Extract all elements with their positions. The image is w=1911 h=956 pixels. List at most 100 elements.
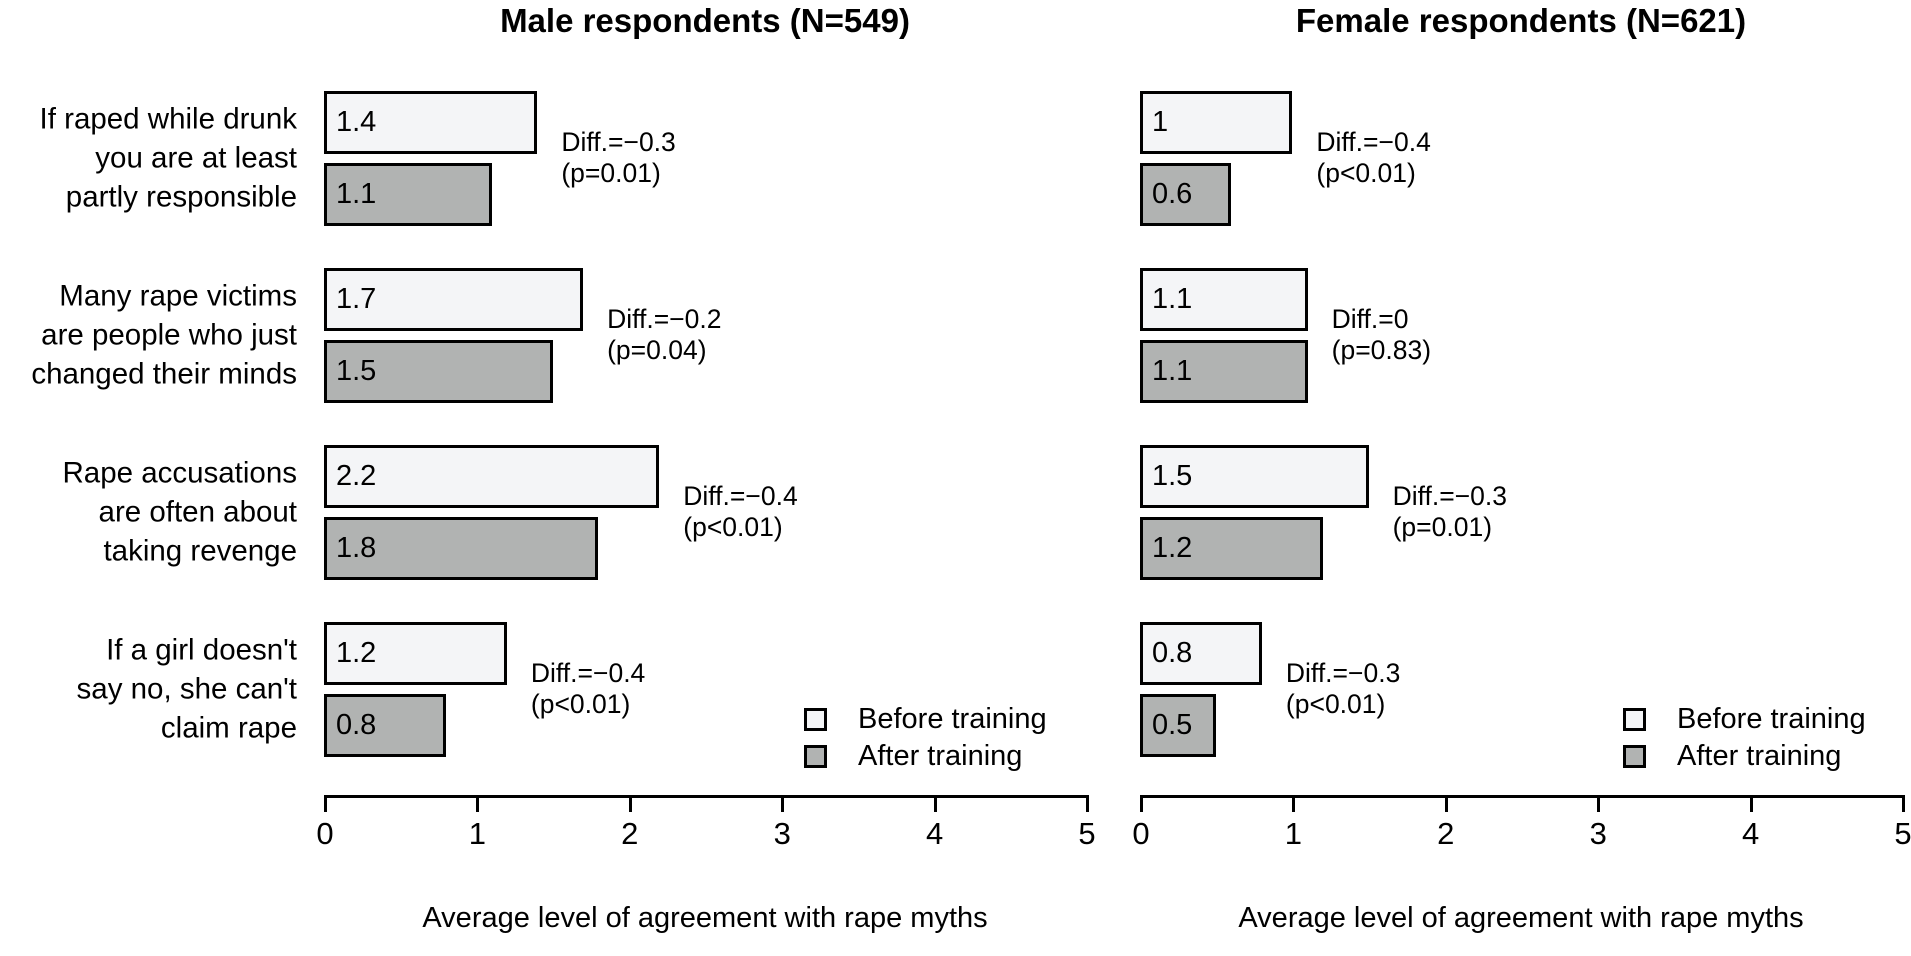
category-label-line: Many rape victims <box>59 279 297 313</box>
category-label-line: If raped while drunk <box>39 102 297 136</box>
x-axis-tick-label: 2 <box>1437 816 1455 851</box>
x-axis-tick <box>1086 795 1089 812</box>
diff-value-line: Diff.=−0.4 <box>683 481 798 511</box>
legend-swatch <box>1623 745 1646 768</box>
x-axis-tick-label: 1 <box>1284 816 1303 851</box>
bar-after-training: 0.8 <box>324 694 446 757</box>
bar-value-label: 1.1 <box>336 178 377 210</box>
diff-pvalue-line: (p<0.01) <box>683 512 783 542</box>
bar-value-label: 1.5 <box>1152 460 1193 492</box>
bar-after-training: 1.2 <box>1140 517 1323 580</box>
x-axis-tick-label: 0 <box>1132 816 1150 851</box>
category-label: Many rape victims are people who just chan… <box>0 277 297 394</box>
diff-value-line: Diff.=−0.3 <box>1392 481 1508 511</box>
x-axis-line <box>1140 795 1905 798</box>
x-axis-title: Average level of agreement with rape myt… <box>1238 902 1804 934</box>
bar-before-training: 1.1 <box>1140 268 1308 331</box>
legend-swatch <box>804 708 827 731</box>
x-axis-tick <box>781 795 785 812</box>
category-label-line: If a girl doesn't <box>106 633 297 667</box>
bar-after-training: 0.6 <box>1140 163 1232 226</box>
legend-swatch <box>804 745 827 768</box>
diff-value-line: Diff.=−0.4 <box>1316 127 1431 157</box>
bar-after-training: 1.1 <box>1140 340 1308 403</box>
bar-before-training: 1.5 <box>1140 445 1369 508</box>
category-label-line: claim rape <box>160 711 297 745</box>
x-axis-tick <box>1597 795 1601 812</box>
x-axis-tick <box>628 795 632 812</box>
bar-before-training: 0.8 <box>1140 622 1262 685</box>
x-axis-tick <box>1292 795 1296 812</box>
legend-label: After training <box>1677 740 1842 772</box>
bar-value-label: 0.8 <box>1152 637 1193 669</box>
panel-title: Male respondents (N=549) <box>500 2 910 39</box>
x-axis-tick <box>476 795 480 812</box>
diff-value-line: Diff.=−0.3 <box>561 127 676 157</box>
diff-annotation: Diff.=−0.4 (p<0.01) <box>683 481 797 543</box>
x-axis-line <box>324 795 1089 798</box>
bar-value-label: 1 <box>1152 106 1169 138</box>
x-axis-tick-label: 4 <box>1741 816 1760 851</box>
bar-value-label: 1.5 <box>336 355 377 387</box>
diff-pvalue-line: (p<0.01) <box>1316 158 1416 188</box>
bar-before-training: 2.2 <box>324 445 660 508</box>
legend-item-after-training: After training <box>804 738 1047 775</box>
legend-label: After training <box>858 740 1023 772</box>
legend-label: Before training <box>858 703 1047 735</box>
bar-value-label: 1.8 <box>336 532 377 564</box>
legend-label: Before training <box>1677 703 1866 735</box>
bar-value-label: 0.5 <box>1152 709 1193 741</box>
diff-annotation: Diff.=−0.2 (p=0.04) <box>607 304 721 366</box>
diff-value-line: Diff.=−0.4 <box>530 658 646 688</box>
bar-after-training: 0.5 <box>1140 694 1217 757</box>
bar-after-training: 1.5 <box>324 340 553 403</box>
bar-value-label: 0.8 <box>336 709 377 741</box>
x-axis-tick <box>324 795 327 812</box>
bar-before-training: 1.4 <box>324 91 538 154</box>
bar-value-label: 1.1 <box>1152 355 1193 387</box>
diff-annotation: Diff.=0 (p=0.83) <box>1332 304 1431 366</box>
legend: Before training After training <box>1623 701 1866 775</box>
x-axis-tick <box>1140 795 1143 812</box>
legend-item-after-training: After training <box>1623 738 1866 775</box>
bar-value-label: 1.1 <box>1152 283 1193 315</box>
bar-before-training: 1.2 <box>324 622 507 685</box>
category-label-line: you are at least <box>95 141 297 175</box>
diff-annotation: Diff.=−0.3 (p=0.01) <box>561 127 675 189</box>
bar-value-label: 1.4 <box>336 106 377 138</box>
diff-value-line: Diff.=−0.2 <box>607 304 722 334</box>
diff-value-line: Diff.=−0.3 <box>1285 658 1401 688</box>
x-axis-tick-label: 5 <box>1894 816 1911 851</box>
x-axis-tick-label: 2 <box>621 816 639 851</box>
x-axis-tick-label: 3 <box>773 816 791 851</box>
bar-before-training: 1.7 <box>324 268 584 331</box>
x-axis-tick <box>1749 795 1753 812</box>
x-axis-tick-label: 1 <box>468 816 487 851</box>
x-axis-tick-label: 4 <box>925 816 944 851</box>
diff-annotation: Diff.=−0.4 (p<0.01) <box>531 658 645 720</box>
bar-after-training: 1.8 <box>324 517 599 580</box>
diff-pvalue-line: (p<0.01) <box>1285 689 1386 719</box>
category-label-line: taking revenge <box>103 534 297 568</box>
panel-title: Female respondents (N=621) <box>1295 2 1747 39</box>
bar-after-training: 1.1 <box>324 163 492 226</box>
category-label: If a girl doesn't say no, she can't claim … <box>0 631 297 748</box>
diff-pvalue-line: (p=0.01) <box>1392 512 1493 542</box>
legend-item-before-training: Before training <box>1623 701 1866 738</box>
bar-value-label: 1.7 <box>336 283 377 315</box>
diff-value-line: Diff.=0 <box>1331 304 1409 334</box>
category-label-line: are people who just <box>41 318 297 352</box>
x-axis-tick-label: 3 <box>1589 816 1607 851</box>
category-label-line: say no, she can't <box>76 672 297 706</box>
bar-value-label: 1.2 <box>1152 532 1193 564</box>
x-axis-tick-label: 5 <box>1078 816 1096 851</box>
diff-annotation: Diff.=−0.3 (p=0.01) <box>1393 481 1507 543</box>
category-label-line: are often about <box>98 495 297 529</box>
x-axis-tick <box>1444 795 1448 812</box>
category-label-line: partly responsible <box>65 180 297 214</box>
diff-pvalue-line: (p=0.83) <box>1331 335 1432 365</box>
x-axis-tick <box>1902 795 1905 812</box>
category-label: Rape accusations are often about taking re… <box>0 454 297 571</box>
diff-pvalue-line: (p=0.04) <box>607 335 707 365</box>
